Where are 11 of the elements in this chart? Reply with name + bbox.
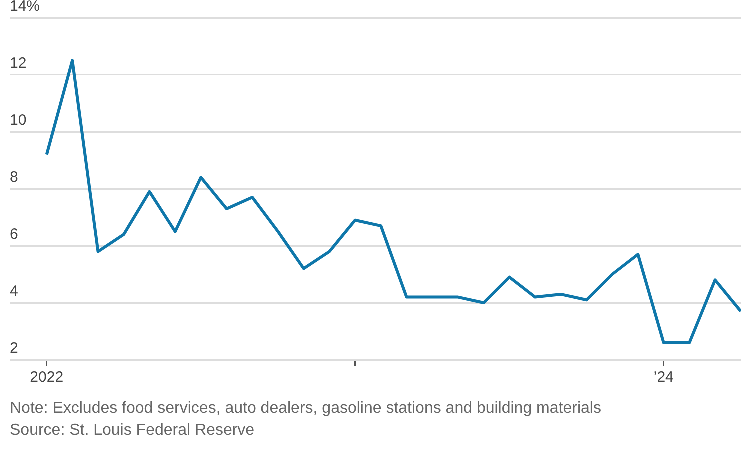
y-tick-label: 8: [10, 169, 18, 186]
y-tick-label: 6: [10, 226, 18, 244]
y-tick-label: 10: [10, 112, 27, 130]
y-tick-label: 2: [10, 340, 18, 358]
x-tick-label: 2022: [30, 369, 64, 386]
text: Note: Excludes food services, auto dealers, gasoline stations and building materials: [10, 399, 602, 419]
y-tick-label: 12: [10, 55, 27, 72]
y-tick-label: 14%: [10, 0, 40, 16]
source-note: Source: St. Louis Federal Reserve: [10, 421, 256, 441]
y-tick-label: 4: [10, 283, 18, 300]
x-tick-label: ’24: [654, 369, 674, 386]
